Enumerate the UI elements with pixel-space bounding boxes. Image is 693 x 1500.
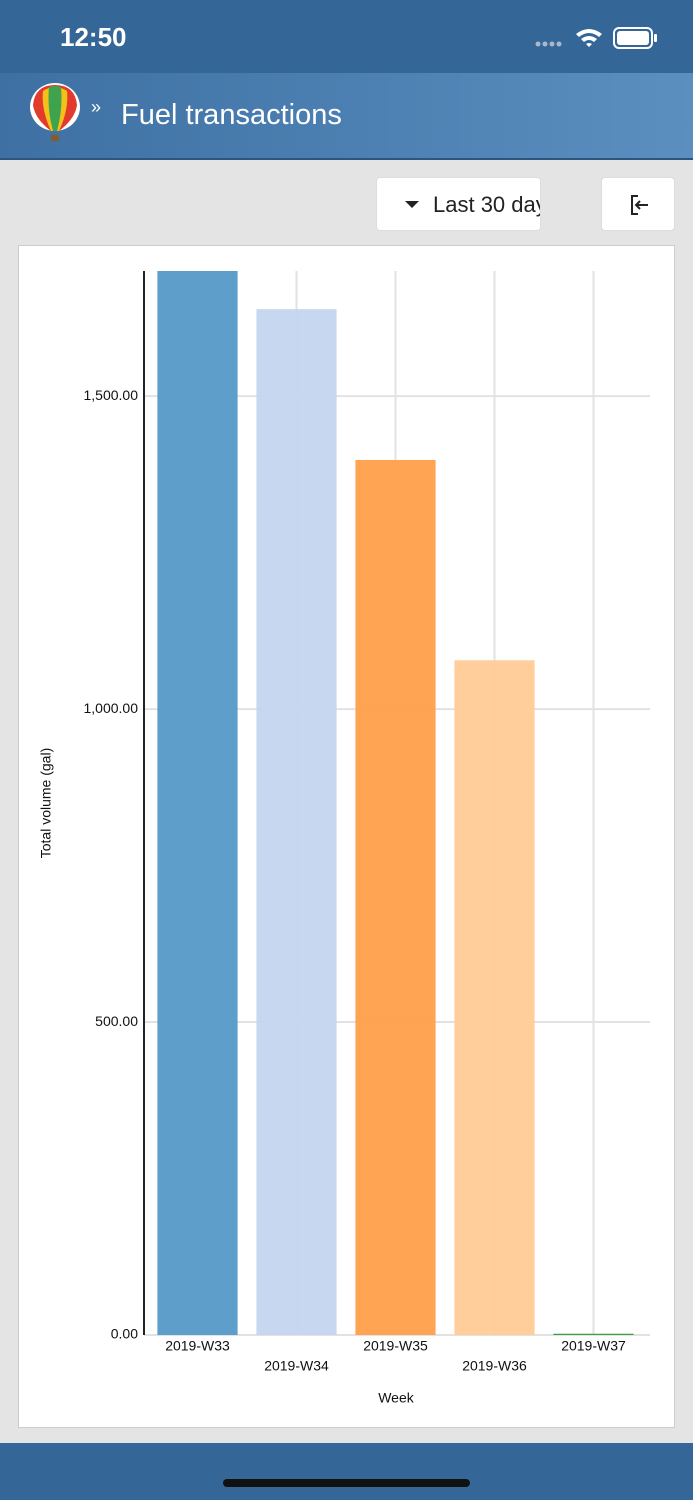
dropdown-caret xyxy=(405,201,419,208)
status-icons xyxy=(535,27,657,49)
x-tick-label: 2019-W36 xyxy=(462,1358,527,1374)
period-dropdown[interactable]: Last 30 days xyxy=(376,177,541,231)
x-axis-label: Week xyxy=(378,1390,415,1406)
app-header: » Fuel transactions xyxy=(0,73,693,160)
bar xyxy=(553,1333,634,1335)
exit-button[interactable] xyxy=(601,177,675,231)
chart-card xyxy=(18,245,675,1428)
y-tick-label: 0.00 xyxy=(111,1326,138,1342)
home-indicator xyxy=(223,1479,470,1487)
x-tick-label: 2019-W35 xyxy=(363,1338,428,1354)
y-tick-label: 1,000.00 xyxy=(84,700,139,716)
exit-icon xyxy=(631,195,648,215)
bottom-bar xyxy=(0,1443,693,1500)
bar xyxy=(157,271,238,1335)
y-axis-label: Total volume (gal) xyxy=(38,748,54,859)
chart: Week Total volume (gal) 0.00 500.00 1,000.… xyxy=(38,271,650,1406)
bar xyxy=(355,460,436,1335)
breadcrumb-sep: » xyxy=(91,97,101,117)
period-label: Last 30 days xyxy=(433,192,540,217)
y-tick-label: 1,500.00 xyxy=(84,387,139,403)
bar xyxy=(454,660,535,1335)
x-tick-label: 2019-W37 xyxy=(561,1338,626,1354)
bar xyxy=(256,309,337,1335)
x-tick-label: 2019-W33 xyxy=(165,1338,230,1354)
x-tick-label: 2019-W34 xyxy=(264,1358,329,1374)
y-tick-label: 500.00 xyxy=(95,1013,138,1029)
status-bar: 12:50 xyxy=(0,0,693,73)
clock: 12:50 xyxy=(60,22,127,52)
app-logo[interactable]: » xyxy=(25,79,125,159)
page-title: Fuel transactions xyxy=(121,99,342,131)
